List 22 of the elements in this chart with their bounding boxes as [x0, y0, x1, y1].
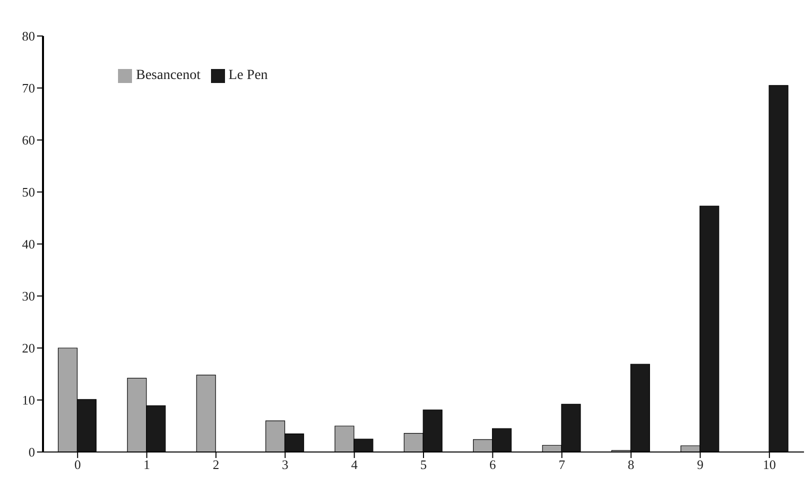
x-tick-label: 0 — [74, 457, 81, 472]
x-tick-label: 6 — [489, 457, 496, 472]
x-tick-label: 4 — [351, 457, 358, 472]
y-tick-label: 60 — [22, 132, 35, 148]
y-tick-label: 20 — [22, 340, 35, 356]
y-tick-label: 10 — [22, 392, 35, 408]
x-tick-label: 1 — [144, 457, 150, 472]
y-tick-label: 70 — [22, 80, 35, 96]
y-tick-label: 40 — [22, 236, 35, 252]
y-tick-label: 80 — [22, 28, 35, 44]
x-tick-label: 7 — [558, 457, 566, 472]
y-tick-label: 0 — [28, 444, 35, 460]
x-tick-label: 2 — [212, 457, 220, 472]
y-tick-label: 50 — [22, 184, 35, 200]
x-tick-label: 3 — [282, 457, 288, 472]
x-tick-label: 9 — [696, 457, 704, 472]
y-tick-label: 30 — [22, 288, 35, 304]
x-tick-label: 8 — [628, 457, 634, 472]
legend-label: Le Pen — [228, 68, 268, 83]
x-tick-label: 5 — [420, 457, 427, 472]
legend-label: Besancenot — [136, 68, 201, 83]
x-tick-label: 10 — [762, 457, 776, 472]
